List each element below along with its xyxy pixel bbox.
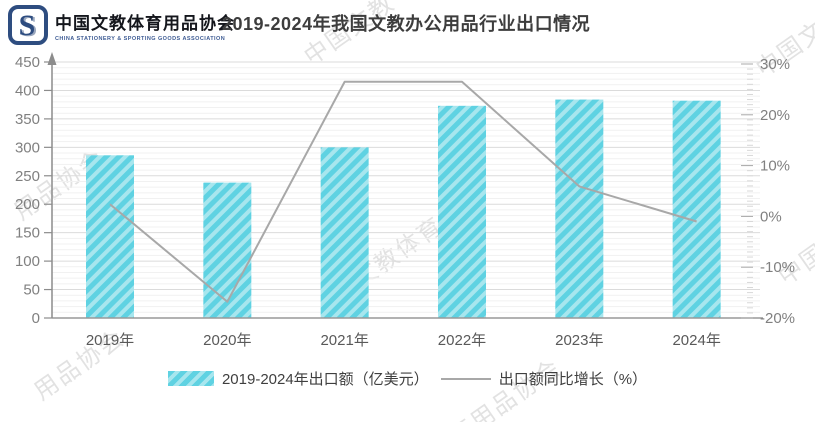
axis-arrow-icon: [47, 52, 57, 65]
x-axis-label: 2020年: [203, 332, 251, 349]
association-name-cn: 中国文教体育用品协会: [55, 13, 235, 33]
left-axis-label: 0: [32, 310, 40, 327]
bar-2021年: [320, 147, 369, 318]
right-axis-label: 20%: [760, 107, 790, 124]
left-axis-label: 400: [15, 82, 40, 99]
header: S S 中国文教体育用品协会 CHINA STATIONERY & SPORTI…: [0, 0, 815, 52]
legend-item-growth: 出口额同比增长（%）: [440, 368, 648, 389]
right-axis-label: -20%: [760, 310, 795, 327]
svg-text:S: S: [21, 10, 38, 43]
x-axis-label: 2019年: [86, 332, 134, 349]
bar-series-label: 2019-2024年出口额（亿美元）: [221, 371, 429, 388]
x-axis-label: 2022年: [438, 332, 486, 349]
right-axis-label: 30%: [760, 56, 790, 73]
export-chart: 0 50 100 150 200 250 300 350 400 450 -20% -10% 0% 10%…: [15, 52, 795, 349]
legend-item-exports: 2019-2024年出口额（亿美元）: [167, 368, 429, 389]
right-axis-label: -10%: [760, 259, 795, 276]
svg-text:S: S: [19, 9, 36, 42]
association-emblem-icon: S S: [8, 5, 48, 45]
right-axis-label: 10%: [760, 158, 790, 175]
bar-2019年: [86, 155, 134, 318]
left-axis-label: 200: [15, 196, 40, 213]
left-axis-label: 100: [15, 253, 40, 270]
page-title: 2019-2024年我国文教办公用品行业出口情况: [222, 14, 591, 34]
chart-area: 0 50 100 150 200 250 300 350 400 450 -20% -10% 0% 10%…: [0, 50, 815, 365]
bar-2022年: [437, 105, 486, 318]
x-axis-label: 2024年: [672, 332, 720, 349]
association-name-en: CHINA STATIONERY & SPORTING GOODS ASSOCI…: [55, 35, 226, 42]
bar-series-swatch-icon: [167, 371, 214, 386]
bar-2024年: [672, 100, 721, 318]
left-axis-label: 300: [15, 139, 40, 156]
left-axis-label: 150: [15, 225, 40, 242]
line-series-swatch-icon: [440, 377, 491, 380]
x-axis-label: 2023年: [555, 332, 603, 349]
left-axis-label: 450: [15, 54, 40, 71]
growth-line: [109, 80, 697, 303]
association-logo: S S 中国文教体育用品协会 CHINA STATIONERY & SPORTI…: [8, 5, 235, 45]
right-axis-label: 0%: [760, 208, 782, 225]
association-name: 中国文教体育用品协会 CHINA STATIONERY & SPORTING G…: [55, 9, 235, 42]
line-series-label: 出口额同比增长（%）: [498, 371, 648, 388]
left-axis-label: 50: [23, 282, 40, 299]
bar-2020年: [203, 182, 252, 318]
x-axis-label: 2021年: [320, 332, 368, 349]
bar-2023年: [555, 99, 604, 318]
left-axis-label: 350: [15, 111, 40, 128]
left-axis-label: 250: [15, 168, 40, 185]
legend: 2019-2024年出口额（亿美元） 出口额同比增长（%）: [0, 368, 815, 389]
